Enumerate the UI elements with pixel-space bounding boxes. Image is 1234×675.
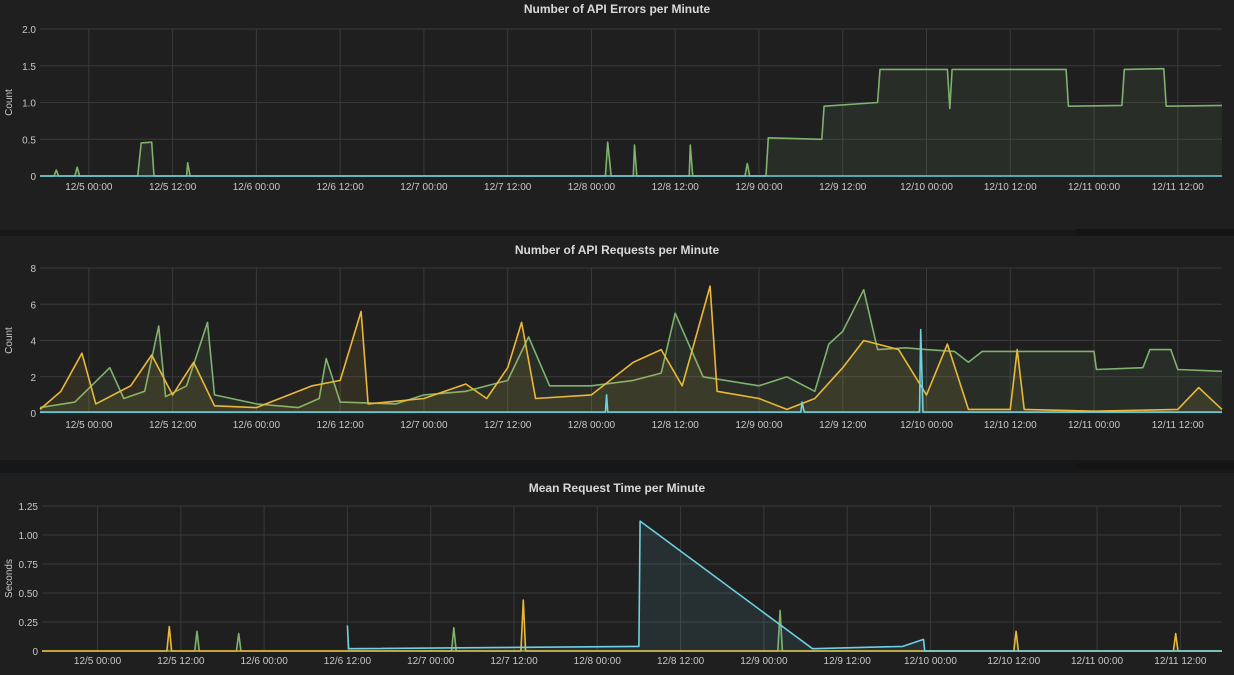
x-tick-label: 12/11 12:00 [1152,420,1205,431]
x-tick-label: 12/7 12:00 [484,420,532,431]
series-cyan-area [347,521,1222,651]
x-tick-label: 12/8 12:00 [652,182,700,193]
x-tick-label: 12/6 12:00 [324,656,372,667]
y-tick-label: 6 [30,300,36,311]
x-tick-label: 12/11 12:00 [1152,182,1205,193]
panel-api-errors: Number of API Errors per Minute Count 0 0.5… [0,0,1234,230]
x-tick-label: 12/5 00:00 [74,656,122,667]
x-tick-label: 12/5 00:00 [65,420,113,431]
x-tick-label: 12/6 00:00 [233,182,281,193]
x-tick-label: 12/9 12:00 [819,420,867,431]
x-tick-label: 12/10 12:00 [984,420,1037,431]
x-tick-label: 12/8 00:00 [568,420,616,431]
x-tick-label: 12/6 12:00 [317,420,365,431]
series-yellow-area [40,286,1222,413]
panel-mean-request-time: Mean Request Time per Minute Seconds 0 0.25… [0,473,1234,675]
x-tick-label: 12/8 12:00 [652,420,700,431]
x-tick-label: 12/9 12:00 [819,182,867,193]
y-axis-label: Count [4,327,15,354]
y-tick-label: 0.50 [19,589,39,600]
x-tick-label: 12/11 00:00 [1068,182,1121,193]
y-axis-label: Seconds [4,559,15,598]
x-tick-label: 12/7 12:00 [484,182,532,193]
x-tick-label: 12/6 12:00 [317,182,365,193]
x-tick-label: 12/10 12:00 [984,182,1037,193]
series-green-line [39,289,1223,409]
x-tick-label: 12/5 12:00 [157,656,205,667]
series-green-line [42,609,1222,652]
series-yellow-line [42,599,1222,652]
y-tick-label: 0.5 [22,135,36,146]
y-tick-label: 0 [32,647,38,658]
series-cyan-line [40,328,1222,413]
chart-title: Number of API Errors per Minute [524,2,711,16]
chart-title: Mean Request Time per Minute [529,481,706,495]
x-tick-label: 12/7 00:00 [400,420,448,431]
y-tick-label: 1.00 [19,531,39,542]
chart-title: Number of API Requests per Minute [515,243,720,257]
x-tick-label: 12/5 00:00 [65,182,113,193]
x-tick-label: 12/11 00:00 [1071,656,1124,667]
y-tick-label: 0 [30,409,36,420]
series-cyan-line [346,520,1222,652]
series-green-area [42,610,1222,651]
series-yellow-line [39,285,1223,412]
y-tick-label: 0.25 [19,618,39,629]
y-tick-label: 0.75 [19,560,39,571]
x-tick-label: 12/8 00:00 [568,182,616,193]
panel-divider [1076,229,1234,235]
x-tick-label: 12/6 00:00 [233,420,281,431]
y-tick-label: 2 [30,373,36,384]
series-green-area [40,68,1222,176]
x-tick-label: 12/9 00:00 [735,420,783,431]
x-tick-label: 12/9 00:00 [735,182,783,193]
chart-api-requests: Number of API Requests per Minute Count 0 2… [4,243,1223,431]
x-tick-label: 12/7 00:00 [400,182,448,193]
y-tick-label: 1.5 [22,62,36,73]
x-tick-label: 12/9 00:00 [740,656,788,667]
x-tick-label: 12/5 12:00 [149,420,197,431]
x-tick-label: 12/10 00:00 [900,182,953,193]
x-tick-label: 12/11 00:00 [1068,420,1121,431]
chart-api-errors: Number of API Errors per Minute Count 0 0.5… [4,2,1223,193]
x-tick-label: 12/7 12:00 [490,656,538,667]
x-tick-label: 12/7 00:00 [407,656,455,667]
x-tick-label: 12/9 12:00 [824,656,872,667]
series-yellow-area [42,600,1222,651]
x-tick-label: 12/8 12:00 [657,656,705,667]
panel-api-requests: Number of API Requests per Minute Count 0 2… [0,236,1234,460]
y-tick-label: 4 [30,337,36,348]
x-tick-label: 12/8 00:00 [574,656,622,667]
panel-divider [1076,463,1234,469]
x-tick-label: 12/6 00:00 [240,656,288,667]
y-tick-label: 8 [30,264,36,275]
y-tick-label: 2.0 [22,25,36,36]
y-tick-label: 0 [30,172,36,183]
y-axis-label: Count [4,89,15,116]
x-tick-label: 12/5 12:00 [149,182,197,193]
x-tick-label: 12/10 00:00 [904,656,957,667]
x-tick-label: 12/10 00:00 [900,420,953,431]
series-green-area [40,289,1222,413]
x-tick-label: 12/11 12:00 [1154,656,1207,667]
y-tick-label: 1.0 [22,99,36,110]
x-tick-label: 12/10 12:00 [987,656,1040,667]
chart-mean-request-time: Mean Request Time per Minute Seconds 0 0.25… [4,481,1222,667]
y-tick-label: 1.25 [19,502,39,513]
